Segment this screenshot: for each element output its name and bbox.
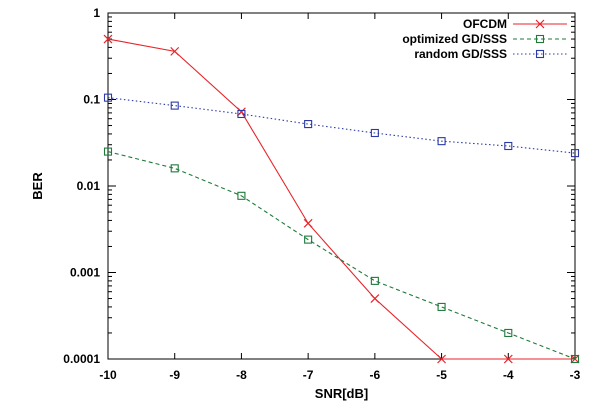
data-point xyxy=(103,93,113,102)
data-point xyxy=(503,354,513,364)
data-point xyxy=(370,294,380,303)
data-point xyxy=(103,147,113,156)
x-tick-label: -5 xyxy=(436,368,447,382)
data-point xyxy=(570,149,580,158)
data-point xyxy=(504,141,513,151)
data-point xyxy=(437,302,446,311)
series-line xyxy=(107,151,576,360)
series-1 xyxy=(103,147,580,364)
data-point xyxy=(103,34,113,44)
data-point xyxy=(370,276,379,285)
data-point xyxy=(304,235,313,244)
legend-marker xyxy=(535,19,545,29)
x-axis-label: SNR[dB] xyxy=(315,386,368,401)
y-tick-label: 0.0001 xyxy=(63,352,100,366)
axis-ticks: -10 -9 -8 -7 -6 -5 -4 -3 0.0001 0.001 0.01 0.1 1 xyxy=(63,6,580,382)
data-point xyxy=(237,191,246,200)
legend-label: OFCDM xyxy=(463,17,507,31)
x-tick-label: -10 xyxy=(99,368,117,382)
data-point xyxy=(570,354,580,364)
data-point xyxy=(237,109,246,119)
y-tick-label: 0.01 xyxy=(77,179,101,193)
data-point xyxy=(437,137,446,146)
x-tick-label: -8 xyxy=(236,368,247,382)
series-line xyxy=(107,38,575,360)
x-tick-label: -6 xyxy=(370,368,381,382)
data-point xyxy=(170,101,179,110)
x-tick-label: -7 xyxy=(303,368,314,382)
data-point xyxy=(170,164,179,173)
y-axis-label: BER xyxy=(30,172,45,200)
data-point xyxy=(504,328,513,338)
y-tick-label: 1 xyxy=(93,6,100,20)
series-2 xyxy=(103,93,580,158)
series-line xyxy=(107,97,576,154)
data-point xyxy=(437,354,446,364)
x-tick-label: -4 xyxy=(503,368,514,382)
legend-label: random GD/SSS xyxy=(414,47,507,61)
y-tick-label: 0.1 xyxy=(83,93,100,107)
series-0 xyxy=(103,34,580,364)
x-tick-label: -9 xyxy=(169,368,180,382)
plot-frame xyxy=(107,12,576,360)
data-point xyxy=(170,46,180,56)
data-point xyxy=(370,128,379,138)
legend-label: optimized GD/SSS xyxy=(402,32,507,46)
legend-marker xyxy=(535,34,545,44)
legend-marker xyxy=(535,49,545,59)
x-tick-label: -3 xyxy=(570,368,581,382)
data-point xyxy=(304,120,313,129)
data-point xyxy=(303,218,313,228)
y-tick-label: 0.001 xyxy=(70,266,100,280)
series-layer xyxy=(103,34,580,364)
